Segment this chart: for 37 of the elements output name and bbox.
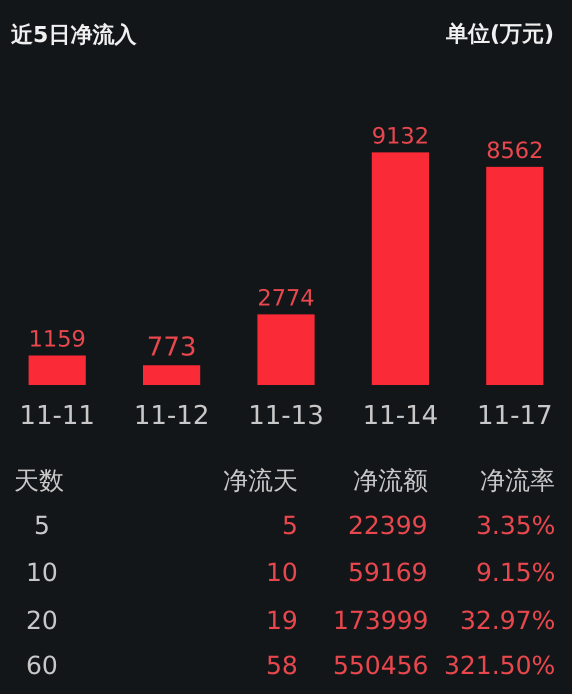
text: 9.15% <box>476 558 556 587</box>
text: 净流额 <box>353 466 428 495</box>
data-label: 2774 <box>257 285 315 312</box>
chart-subtitle: 单位(万元) <box>445 22 554 47</box>
chart-title: 近5日净流入 <box>10 22 138 48</box>
bar <box>486 166 544 385</box>
text: 净流率 <box>480 466 555 495</box>
bar <box>28 355 86 385</box>
data-label: 773 <box>146 332 196 362</box>
text: 净流天 <box>223 466 298 495</box>
text: 60 <box>26 651 58 680</box>
text: 19 <box>266 606 298 635</box>
text: 天数 <box>14 466 64 495</box>
text: 10 <box>26 558 58 587</box>
data-label: 8562 <box>486 138 544 164</box>
text: 5 <box>34 511 50 540</box>
x-tick-label: 11-12 <box>134 401 210 431</box>
bar <box>257 314 315 385</box>
text: 20 <box>26 606 58 635</box>
text: 3.35% <box>476 511 556 540</box>
x-tick-label: 11-13 <box>248 401 324 431</box>
data-label: 1159 <box>28 326 86 352</box>
x-tick-label: 11-17 <box>477 401 553 431</box>
x-tick-label: 11-14 <box>362 401 438 431</box>
text: 321.50% <box>444 651 556 680</box>
bar <box>143 365 200 385</box>
text: 550456 <box>333 651 428 680</box>
text: 22399 <box>348 511 428 540</box>
bar <box>372 152 429 385</box>
data-label: 9132 <box>372 123 429 150</box>
text: 32.97% <box>460 606 556 635</box>
text: 58 <box>266 651 298 680</box>
text: 173999 <box>333 606 428 635</box>
text: 10 <box>266 558 298 587</box>
x-tick-label: 11-11 <box>19 401 95 431</box>
text: 5 <box>282 511 298 540</box>
text: 59169 <box>348 558 428 587</box>
